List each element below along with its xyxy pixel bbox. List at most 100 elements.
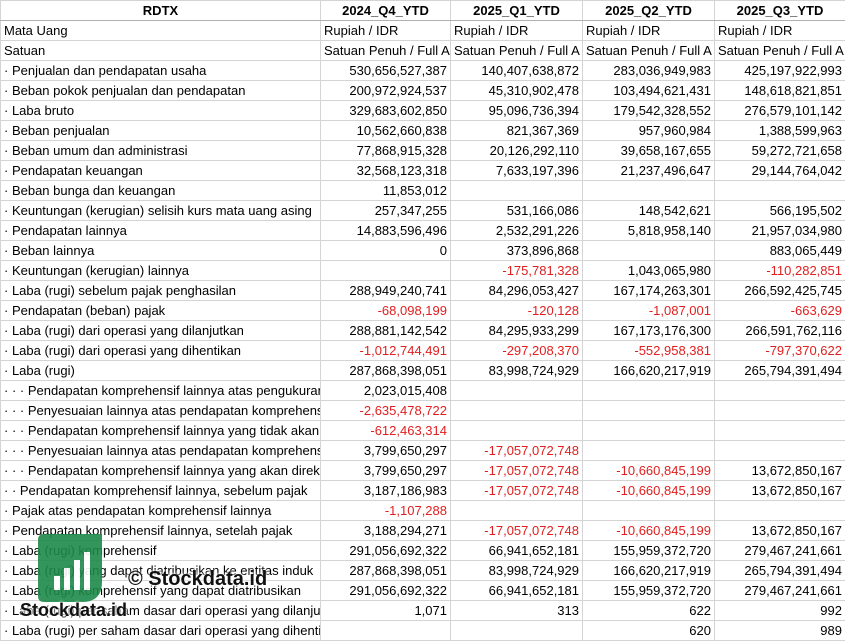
watermark-logo-text: Stockdata.id: [20, 600, 128, 620]
cell-value: -68,098,199: [320, 300, 451, 321]
table-row: · Laba (rugi) komprehensif291,056,692,32…: [0, 540, 845, 561]
cell-value: [450, 380, 583, 401]
cell-value: -1,012,744,491: [320, 340, 451, 361]
row-label: · · · Pendapatan komprehensif lainnya ya…: [0, 460, 321, 481]
cell-value: [320, 620, 451, 641]
cell-value: -10,660,845,199: [582, 520, 715, 541]
cell-value: 7,633,197,396: [450, 160, 583, 181]
cell-value: -797,370,622: [714, 340, 845, 361]
row-label: · Pendapatan (beban) pajak: [0, 300, 321, 321]
cell-value: -297,208,370: [450, 340, 583, 361]
cell-value: -17,057,072,748: [450, 440, 583, 461]
cell-value: [714, 420, 845, 441]
header-ticker: RDTX: [0, 0, 321, 21]
cell-value: 821,367,369: [450, 120, 583, 141]
cell-value: [714, 380, 845, 401]
cell-value: 257,347,255: [320, 200, 451, 221]
cell-value: 21,237,496,647: [582, 160, 715, 181]
cell-value: Satuan Penuh / Full A: [320, 40, 451, 61]
cell-value: -17,057,072,748: [450, 460, 583, 481]
cell-value: 0: [320, 240, 451, 261]
cell-value: 29,144,764,042: [714, 160, 845, 181]
cell-value: 167,173,176,300: [582, 320, 715, 341]
cell-value: 84,296,053,427: [450, 280, 583, 301]
cell-value: 167,174,263,301: [582, 280, 715, 301]
cell-value: 2,532,291,226: [450, 220, 583, 241]
table-row: · Laba (rugi) 287,868,398,051 83,998,724,9…: [0, 360, 845, 381]
cell-value: 313: [450, 600, 583, 621]
cell-value: 200,972,924,537: [320, 80, 451, 101]
cell-value: 3,188,294,271: [320, 520, 451, 541]
cell-value: 287,868,398,051: [320, 360, 451, 381]
table-row: · · · Penyesuaian lainnya atas pendapata…: [0, 400, 845, 421]
table-row: · Laba (rugi) dari operasi yang dihentik…: [0, 340, 845, 361]
cell-value: 148,542,621: [582, 200, 715, 221]
cell-value: 13,672,850,167: [714, 480, 845, 501]
cell-value: 288,949,240,741: [320, 280, 451, 301]
cell-value: 59,272,721,658: [714, 140, 845, 161]
row-label: · Laba (rugi): [0, 360, 321, 381]
header-period: 2025_Q2_YTD: [582, 0, 715, 21]
cell-value: 1,388,599,963: [714, 120, 845, 141]
cell-value: -552,958,381: [582, 340, 715, 361]
cell-value: 5,818,958,140: [582, 220, 715, 241]
cell-value: 287,868,398,051: [320, 560, 451, 581]
table-row: · Beban bunga dan keuangan 11,853,012: [0, 180, 845, 201]
row-label: · Pendapatan lainnya: [0, 220, 321, 241]
cell-value: 2,023,015,408: [320, 380, 451, 401]
table-row: · Penjualan dan pendapatan usaha 530,656,…: [0, 60, 845, 81]
table-row: · Pendapatan komprehensif lainnya, setel…: [0, 520, 845, 541]
cell-value: 13,672,850,167: [714, 520, 845, 541]
row-label: · · · Penyesuaian lainnya atas pendapata…: [0, 400, 321, 421]
row-label: · Keuntungan (kerugian) lainnya: [0, 260, 321, 281]
cell-value: [582, 240, 715, 261]
cell-value: Satuan Penuh / Full A: [450, 40, 583, 61]
header-period: 2025_Q3_YTD: [714, 0, 845, 21]
cell-value: Satuan Penuh / Full A: [714, 40, 845, 61]
cell-value: 288,881,142,542: [320, 320, 451, 341]
row-label: · Penjualan dan pendapatan usaha: [0, 60, 321, 81]
cell-value: [582, 420, 715, 441]
cell-value: 566,195,502: [714, 200, 845, 221]
cell-value: -1,087,001: [582, 300, 715, 321]
cell-value: 148,618,821,851: [714, 80, 845, 101]
table-row: · Keuntungan (kerugian) selisih kurs mat…: [0, 200, 845, 221]
row-label: · · Pendapatan komprehensif lainnya, seb…: [0, 480, 321, 501]
cell-value: 155,959,372,720: [582, 540, 715, 561]
cell-value: 265,794,391,494: [714, 360, 845, 381]
cell-value: 279,467,241,661: [714, 540, 845, 561]
row-label: · Beban pokok penjualan dan pendapatan: [0, 80, 321, 101]
header-period: 2025_Q1_YTD: [450, 0, 583, 21]
row-label: · · · Penyesuaian lainnya atas pendapata…: [0, 440, 321, 461]
cell-value: 83,998,724,929: [450, 360, 583, 381]
watermark-logo: [38, 534, 102, 602]
cell-value: [582, 380, 715, 401]
row-label: · Pendapatan keuangan: [0, 160, 321, 181]
cell-value: -2,635,478,722: [320, 400, 451, 421]
row-label: · Laba (rugi) per saham dasar dari opera…: [0, 600, 321, 621]
table-row: · Pendapatan (beban) pajak -68,098,199 -12…: [0, 300, 845, 321]
table-row: · · · Penyesuaian lainnya atas pendapata…: [0, 440, 845, 461]
cell-value: 13,672,850,167: [714, 460, 845, 481]
table-row: · Laba (rugi) per saham dasar dari opera…: [0, 600, 845, 621]
header-row: RDTX 2024_Q4_YTD 2025_Q1_YTD 2025_Q2_YTD 202…: [0, 0, 845, 21]
table-row: · · · Pendapatan komprehensif lainnya ya…: [0, 460, 845, 481]
cell-value: 283,036,949,983: [582, 60, 715, 81]
row-label: Mata Uang: [0, 20, 321, 41]
table-row: · · · Pendapatan komprehensif lainnya ya…: [0, 420, 845, 441]
cell-value: [582, 500, 715, 521]
table-row: · Pendapatan lainnya 14,883,596,496 2,532,…: [0, 220, 845, 241]
row-label: · Beban umum dan administrasi: [0, 140, 321, 161]
cell-value: [582, 400, 715, 421]
row-label: · Pajak atas pendapatan komprehensif lai…: [0, 500, 321, 521]
cell-value: 10,562,660,838: [320, 120, 451, 141]
table-row: · · · Pendapatan komprehensif lainnya at…: [0, 380, 845, 401]
cell-value: -10,660,845,199: [582, 480, 715, 501]
table-row: Satuan Satuan Penuh / Full A Satuan Penuh …: [0, 40, 845, 61]
cell-value: -17,057,072,748: [450, 520, 583, 541]
cell-value: 373,896,868: [450, 240, 583, 261]
table-row: · Laba (rugi) sebelum pajak penghasilan 2…: [0, 280, 845, 301]
cell-value: 1,071: [320, 600, 451, 621]
header-period: 2024_Q4_YTD: [320, 0, 451, 21]
